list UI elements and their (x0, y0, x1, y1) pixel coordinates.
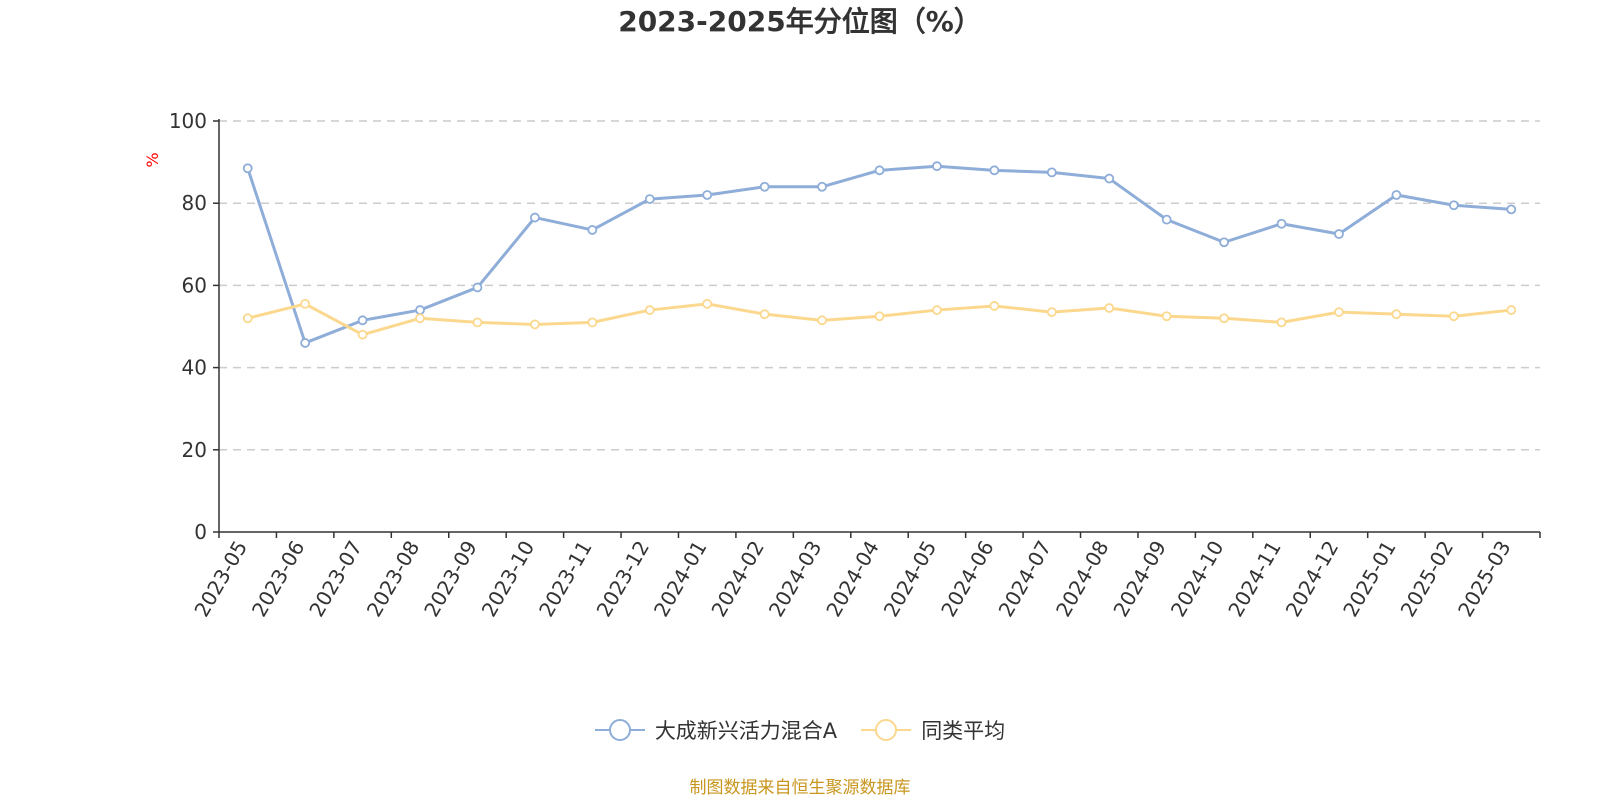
x-tick-label-2024-04: 2024-04 (821, 537, 884, 621)
data-point-s0-2024-11 (1276, 218, 1287, 229)
x-tick-label-2025-03: 2025-03 (1453, 537, 1516, 621)
data-point-s1-2023-05 (242, 313, 253, 324)
data-point-s1-2024-07 (1046, 307, 1057, 318)
data-point-s1-2024-05 (932, 305, 942, 315)
data-point-s1-2024-10 (1219, 313, 1230, 324)
chart-title: 2023-2025年分位图（%） (618, 5, 982, 38)
y-tick-label-40: 40 (182, 356, 207, 380)
data-point-s0-2024-03 (817, 181, 827, 192)
source-note: 制图数据来自恒生聚源数据库 (689, 778, 911, 798)
data-point-s1-2025-03 (1506, 305, 1517, 315)
data-point-s1-2023-12 (644, 305, 655, 315)
data-point-s1-2025-01 (1391, 309, 1402, 320)
data-point-s0-2024-04 (874, 165, 885, 176)
data-point-s1-2024-02 (759, 309, 770, 320)
x-tick-label-2024-07: 2024-07 (994, 537, 1057, 621)
data-point-s1-2024-01 (702, 298, 713, 309)
x-tick-label-2023-06: 2023-06 (247, 537, 310, 621)
data-point-s0-2023-11 (587, 225, 598, 235)
legend-swatch-peer-average (861, 719, 912, 741)
legend-item-peer-average[interactable]: 同类平均 (861, 715, 1005, 745)
x-tick-label-2024-05: 2024-05 (879, 537, 942, 621)
x-tick-label-2025-01: 2025-01 (1338, 537, 1401, 621)
x-tick-label-2024-01: 2024-01 (649, 537, 712, 621)
y-axis-label: % (143, 152, 162, 167)
legend: 大成新兴活力混合A 同类平均 (0, 715, 1600, 745)
x-tick-label-2023-08: 2023-08 (362, 537, 425, 621)
data-point-s1-2024-06 (989, 301, 1000, 311)
data-point-s1-2023-11 (587, 317, 598, 328)
data-point-s0-2024-02 (759, 181, 770, 192)
grid-layer (219, 120, 1540, 451)
x-tick-label-2024-06: 2024-06 (936, 537, 999, 621)
data-point-s1-2023-10 (529, 319, 540, 330)
y-tick-label-80: 80 (182, 191, 207, 215)
data-point-s0-2025-01 (1391, 190, 1402, 200)
data-point-s0-2024-12 (1334, 229, 1344, 239)
data-point-s1-2024-03 (817, 315, 827, 326)
data-point-s0-2024-08 (1104, 173, 1115, 184)
x-tick-label-2024-11: 2024-11 (1223, 537, 1286, 621)
x-tick-label-2024-12: 2024-12 (1281, 537, 1344, 621)
data-point-s0-2023-05 (242, 163, 253, 174)
data-point-s1-2023-09 (472, 317, 483, 328)
data-point-s0-2025-03 (1506, 204, 1517, 215)
x-tick-label-2024-08: 2024-08 (1051, 537, 1114, 621)
y-tick-label-20: 20 (182, 438, 207, 462)
data-point-s1-2024-08 (1104, 303, 1115, 313)
data-point-s0-2024-07 (1046, 167, 1057, 178)
series-layer (242, 161, 1517, 348)
legend-swatch-fund (594, 719, 645, 741)
data-point-s0-2024-01 (702, 190, 713, 200)
data-point-s1-2025-02 (1448, 311, 1459, 322)
x-tick-label-2024-10: 2024-10 (1166, 537, 1229, 621)
data-point-s1-2023-08 (415, 313, 425, 324)
x-tick-label-2023-07: 2023-07 (304, 537, 367, 621)
x-tick-label-2023-05: 2023-05 (189, 537, 252, 621)
y-tick-label-0: 0 (194, 520, 207, 544)
data-point-s0-2023-10 (529, 212, 540, 223)
axis-layer: 0 20 40 60 80 100 2023-052023-062023-072023-08… (169, 109, 1541, 621)
x-tick-label-2024-02: 2024-02 (706, 537, 769, 621)
x-tick-label-2023-12: 2023-12 (592, 537, 655, 621)
x-tick-label-2023-09: 2023-09 (419, 537, 482, 621)
data-point-s1-2024-11 (1276, 317, 1287, 328)
data-point-s1-2024-12 (1334, 307, 1344, 318)
x-tick-label-2024-09: 2024-09 (1108, 537, 1171, 621)
data-point-s0-2024-10 (1219, 237, 1230, 248)
data-point-s1-2024-04 (874, 311, 885, 322)
data-point-s0-2024-09 (1161, 214, 1172, 225)
y-tick-label-60: 60 (182, 273, 207, 297)
x-tick-label-2024-03: 2024-03 (764, 537, 827, 621)
x-tick-label-2023-11: 2023-11 (534, 537, 597, 621)
legend-item-fund[interactable]: 大成新兴活力混合A (594, 715, 838, 745)
data-point-s0-2024-06 (989, 165, 1000, 176)
legend-label-fund: 大成新兴活力混合A (654, 719, 838, 743)
x-tick-label-2023-10: 2023-10 (477, 537, 540, 621)
data-point-s1-2023-06 (300, 298, 311, 309)
y-tick-label-100: 100 (169, 109, 207, 133)
data-point-s0-2024-05 (932, 161, 942, 172)
data-point-s0-2023-07 (357, 315, 368, 326)
x-tick-label-2025-02: 2025-02 (1396, 537, 1459, 621)
data-point-s0-2023-09 (472, 282, 483, 293)
data-point-s0-2025-02 (1448, 200, 1459, 211)
data-point-s0-2023-08 (415, 305, 425, 315)
data-point-s0-2023-06 (300, 338, 311, 348)
legend-label-peer-average: 同类平均 (921, 719, 1006, 743)
data-point-s1-2023-07 (357, 329, 368, 340)
data-point-s1-2024-09 (1161, 311, 1172, 322)
data-point-s0-2023-12 (644, 194, 655, 204)
